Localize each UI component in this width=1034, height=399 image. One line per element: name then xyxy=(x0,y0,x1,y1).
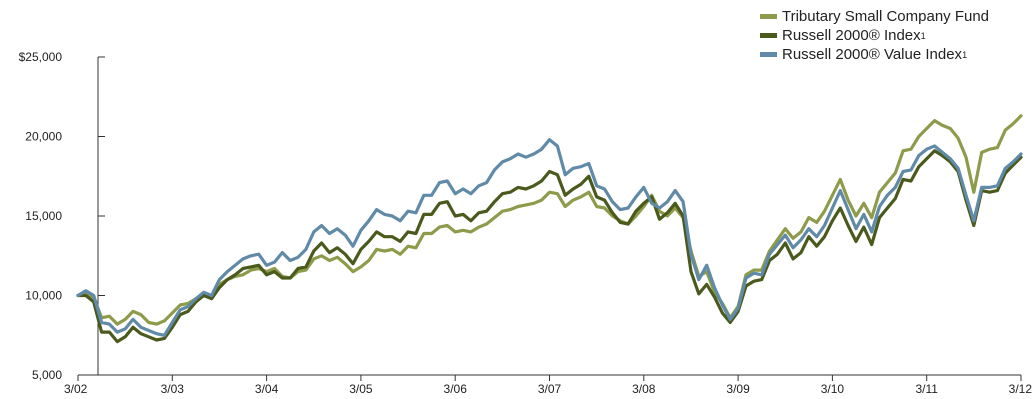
y-tick-label: 10,000 xyxy=(25,289,62,303)
series-line-russell-2000-value-index xyxy=(76,138,1023,337)
series-line-russell-2000-index xyxy=(76,149,1023,344)
legend-label: Tributary Small Company Fund xyxy=(782,8,990,25)
legend-item-russell-2000-value-index: Russell 2000® Value Index 1 xyxy=(760,45,989,64)
x-tick-label: 3/11 xyxy=(915,382,938,396)
series-lines xyxy=(76,114,1023,344)
x-tick-label: 3/04 xyxy=(255,382,279,396)
x-tick-label: 3/10 xyxy=(821,382,845,396)
x-tick-label: 3/12 xyxy=(1009,382,1033,396)
x-axis: 3/02 3/03 3/04 3/05 3/06 3/07 3/08 3/09 3/10 3/11… xyxy=(64,374,1033,396)
x-tick-label: 3/08 xyxy=(632,382,656,396)
y-axis: $25,000 20,000 15,000 10,000 5,000 xyxy=(19,50,105,382)
legend: Tributary Small Company Fund Russell 200… xyxy=(760,7,989,64)
legend-item-russell-2000-index: Russell 2000® Index 1 xyxy=(760,26,989,45)
x-tick-label: 3/05 xyxy=(349,382,373,396)
x-tick-label: 3/03 xyxy=(161,382,185,396)
legend-label: Russell 2000® Index xyxy=(782,27,921,44)
y-tick-label: 5,000 xyxy=(32,368,62,382)
x-tick-label: 3/09 xyxy=(726,382,750,396)
legend-swatch xyxy=(760,33,777,38)
y-tick-label: 15,000 xyxy=(25,209,62,223)
x-tick-label: 3/06 xyxy=(444,382,468,396)
legend-label: Russell 2000® Value Index xyxy=(782,46,963,63)
y-tick-label: $25,000 xyxy=(19,50,63,64)
legend-swatch xyxy=(760,52,777,57)
x-tick-label: 3/02 xyxy=(64,382,88,396)
x-tick-label: 3/07 xyxy=(538,382,562,396)
legend-swatch xyxy=(760,14,777,19)
y-tick-label: 20,000 xyxy=(25,130,62,144)
legend-item-tributary-small-company-fund: Tributary Small Company Fund xyxy=(760,7,989,26)
